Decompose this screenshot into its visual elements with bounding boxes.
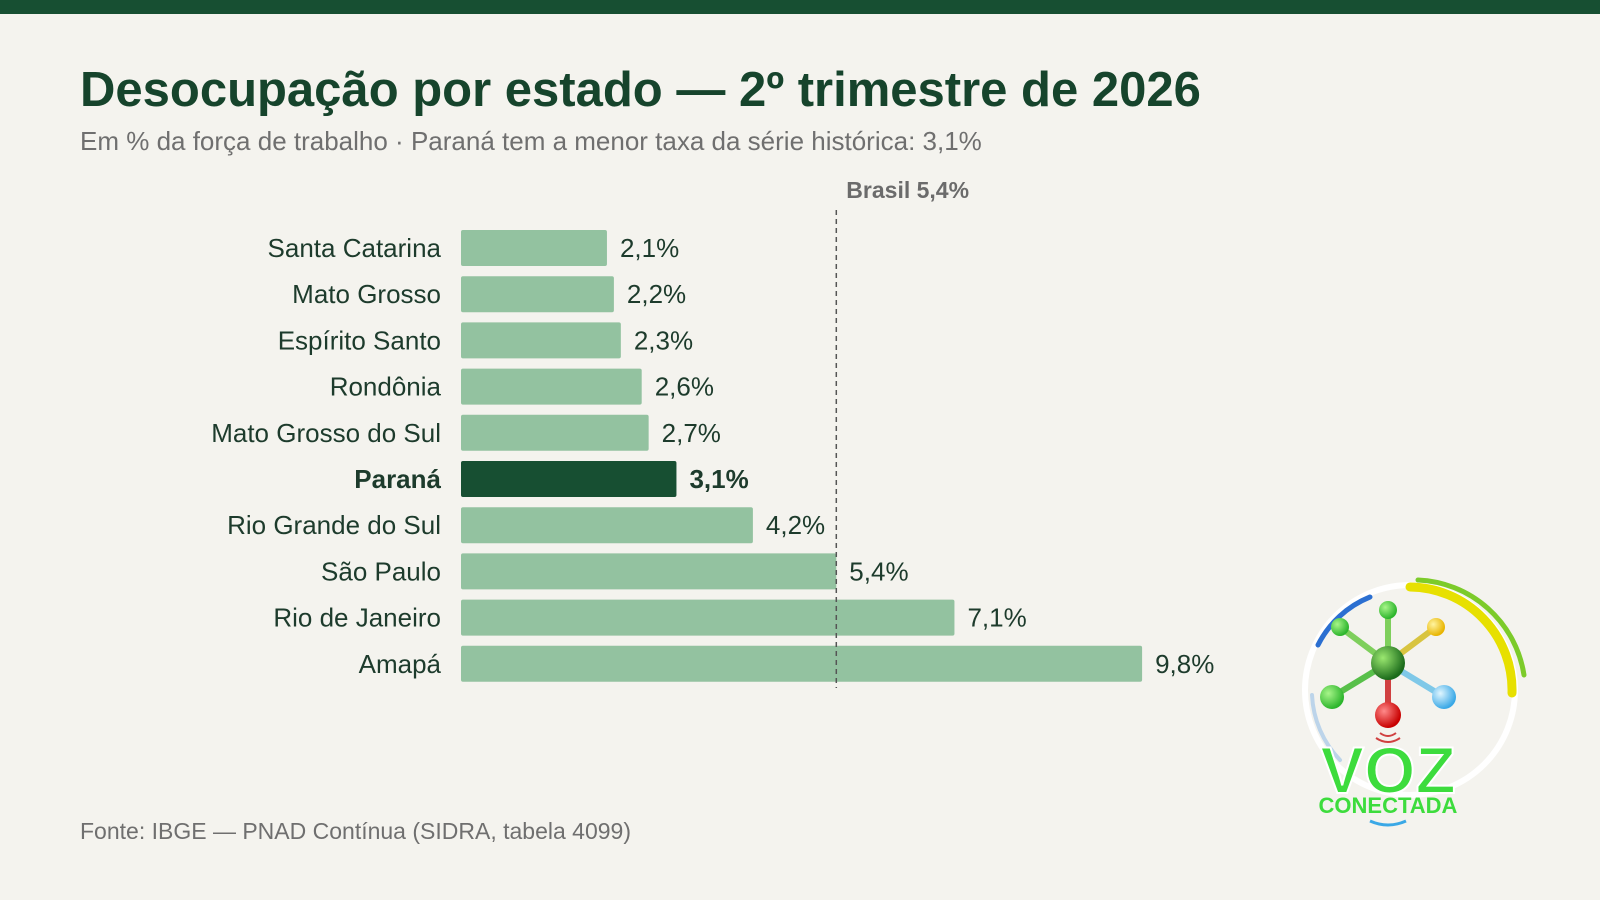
- category-label: Paraná: [354, 464, 441, 494]
- bar: [461, 230, 607, 266]
- category-label: Rio de Janeiro: [273, 603, 441, 633]
- category-label: Mato Grosso: [292, 279, 441, 309]
- logo-ring: [1302, 577, 1527, 798]
- source-note: Fonte: IBGE — PNAD Contínua (SIDRA, tabe…: [80, 818, 631, 844]
- value-label: 7,1%: [967, 603, 1026, 633]
- logo-word: VOZ: [1320, 733, 1456, 807]
- category-label: Amapá: [359, 649, 442, 679]
- bar: [461, 599, 955, 636]
- value-label: 2,7%: [662, 418, 721, 448]
- value-label: 2,1%: [620, 233, 679, 263]
- bar: [461, 553, 837, 590]
- voz-conectada-logo: VOZ CONECTADA: [1302, 577, 1527, 827]
- page-title: Desocupação por estado — 2º trimestre de…: [80, 63, 1201, 117]
- value-label: 2,3%: [634, 325, 693, 355]
- value-label: 9,8%: [1155, 649, 1214, 679]
- value-label: 2,6%: [655, 372, 714, 402]
- bar: [461, 414, 649, 451]
- bar: [461, 507, 753, 544]
- category-label: Mato Grosso do Sul: [211, 418, 441, 448]
- value-label: 5,4%: [849, 556, 908, 586]
- bar: [461, 645, 1143, 682]
- bar: [461, 322, 621, 359]
- page-subtitle: Em % da força de trabalho · Paraná tem a…: [80, 126, 982, 156]
- bar: [461, 368, 642, 405]
- molecule-icon: [1320, 601, 1456, 743]
- logo-subword: CONECTADA: [1319, 793, 1458, 818]
- value-label: 3,1%: [689, 464, 748, 494]
- bar: [461, 461, 677, 497]
- bar-chart: Santa Catarina 2,1% Mato Grosso 2,2% Espírit…: [211, 177, 1214, 688]
- top-accent-bar: [0, 0, 1600, 14]
- bar: [461, 276, 614, 313]
- reference-label: Brasil 5,4%: [846, 177, 969, 203]
- category-label: Espírito Santo: [278, 325, 441, 355]
- category-label: Santa Catarina: [268, 233, 442, 263]
- logo-swoosh: [1369, 819, 1407, 827]
- category-label: São Paulo: [321, 556, 441, 586]
- category-label: Rio Grande do Sul: [227, 510, 441, 540]
- value-label: 4,2%: [766, 510, 825, 540]
- category-label: Rondônia: [330, 372, 442, 402]
- value-label: 2,2%: [627, 279, 686, 309]
